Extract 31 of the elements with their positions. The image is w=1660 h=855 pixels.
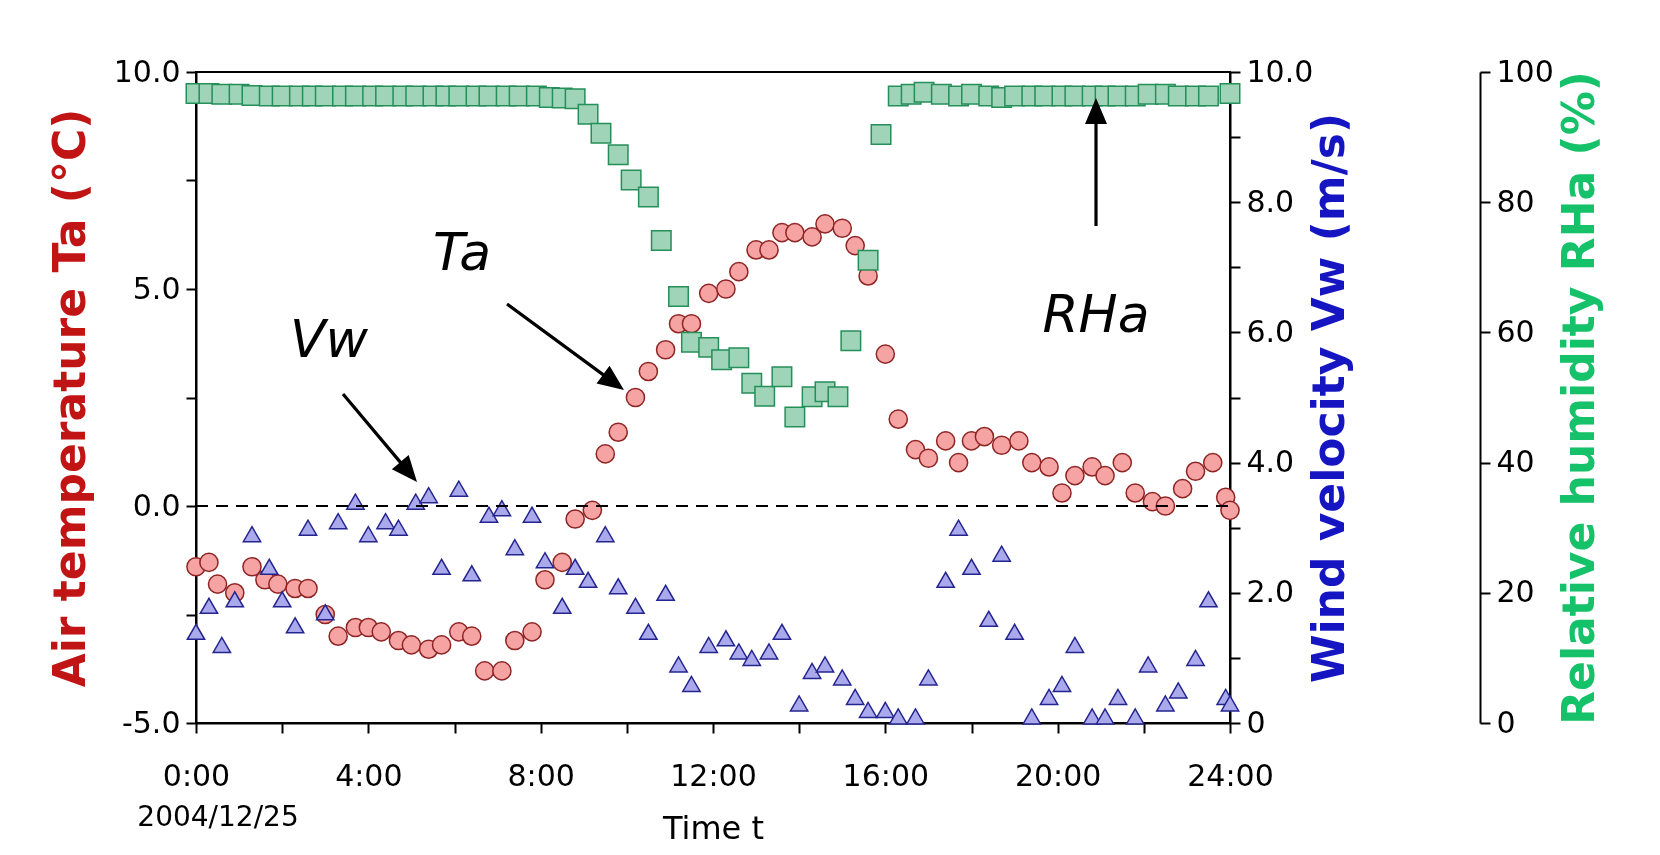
y-tick-label: -5.0 xyxy=(121,704,181,740)
y2-tick-label: 4.0 xyxy=(1246,444,1295,480)
y3-axis-title: Relative humidity RHa (%) xyxy=(1552,71,1604,725)
y3-tick-label: 0 xyxy=(1496,704,1516,740)
y3-tick-label: 20 xyxy=(1496,574,1535,610)
x-tick-label: 20:00 xyxy=(1014,757,1102,793)
y-tick-label: 5.0 xyxy=(132,270,181,306)
y3-tick-label: 40 xyxy=(1496,444,1535,480)
y2-tick-label: 10.0 xyxy=(1246,53,1314,89)
y3-tick-label: 100 xyxy=(1496,53,1554,89)
x-tick-label: 8:00 xyxy=(507,757,575,793)
y-tick-label: 0.0 xyxy=(132,487,181,523)
x-tick-label: 16:00 xyxy=(842,757,930,793)
annotation: Ta xyxy=(432,222,492,282)
x-tick-label: 24:00 xyxy=(1187,757,1274,793)
x-tick-label: 0:00 xyxy=(162,757,231,793)
text: 2004/12/25 xyxy=(137,800,299,833)
y3-tick-label: 80 xyxy=(1496,183,1535,219)
y-axis-title: Air temperature Ta (°C) xyxy=(43,108,95,688)
y-tick-label: 10.0 xyxy=(113,53,181,89)
x-tick-label: 12:00 xyxy=(670,757,757,793)
y2-tick-label: 6.0 xyxy=(1246,313,1295,349)
y2-tick-label: 8.0 xyxy=(1246,183,1295,219)
y2-axis-title: Wind velocity Vw (m/s) xyxy=(1302,112,1354,684)
x-tick-label: 4:00 xyxy=(335,757,403,793)
y3-tick-label: 60 xyxy=(1496,313,1535,349)
annotation: RHa xyxy=(1042,284,1150,344)
annotation: Vw xyxy=(289,309,369,369)
y2-tick-label: 2.0 xyxy=(1246,574,1295,610)
x-axis-title: Time t xyxy=(661,808,765,847)
y2-tick-label: 0 xyxy=(1246,704,1266,740)
